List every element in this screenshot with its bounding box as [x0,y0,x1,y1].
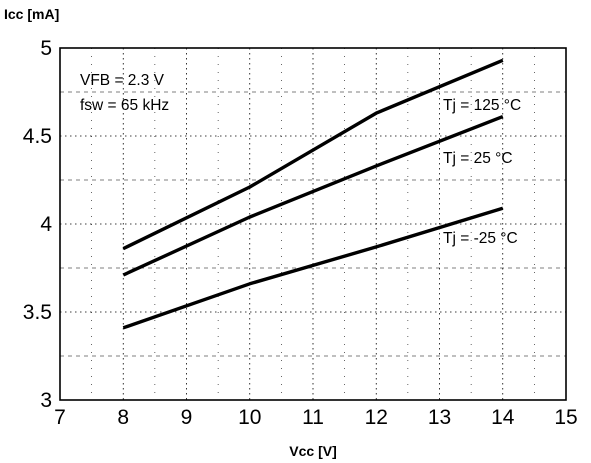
x-tick-label: 8 [117,406,129,429]
series-label-25c: Tj = 25 °C [443,150,513,167]
x-tick-label: 13 [428,406,451,429]
series-lines [122,58,504,330]
annotation-fsw: fsw = 65 kHz [80,97,169,114]
y-tick-label: 3 [40,389,52,412]
series-line-tj-25c [122,206,504,330]
x-tick-label: 14 [491,406,515,429]
y-tick-label: 5 [40,37,52,60]
series-line-tj125c [122,58,504,251]
grid [60,48,566,400]
tick-labels: 7 8 9 10 11 12 13 14 15 3 3.5 4 4.5 5 [23,37,578,429]
annotation-vfb: VFB = 2.3 V [80,72,165,89]
series-label-125c: Tj = 125 °C [443,97,521,114]
x-tick-label: 10 [238,406,261,429]
y-tick-label: 3.5 [23,301,52,324]
x-tick-label: 7 [54,406,66,429]
y-axis-title: Icc [mA] [4,6,59,22]
y-tick-label: 4 [40,213,52,236]
x-tick-label: 12 [365,406,388,429]
series-label-minus25c: Tj = -25 °C [443,230,518,247]
x-tick-label: 9 [181,406,193,429]
plot-frame [59,47,567,401]
x-tick-label: 11 [302,406,324,429]
y-tick-label: 4.5 [23,125,52,148]
x-axis-title: Vcc [V] [289,443,336,459]
x-tick-label: 15 [554,406,577,429]
series-line-tj25c [122,115,504,277]
